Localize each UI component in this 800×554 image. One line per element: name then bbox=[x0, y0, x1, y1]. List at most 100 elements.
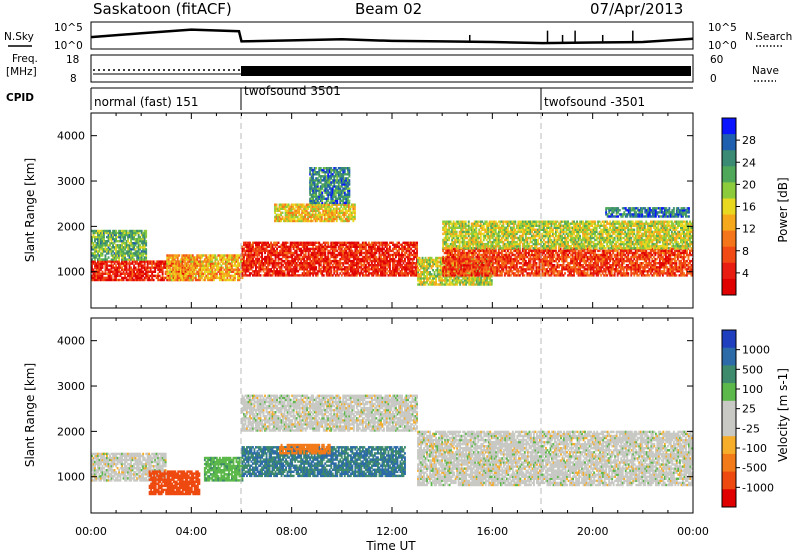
range-gate-cell bbox=[104, 229, 107, 233]
range-gate-cell bbox=[91, 240, 93, 243]
range-gate-cell bbox=[127, 252, 129, 255]
range-gate-cell bbox=[352, 245, 355, 248]
range-gate-cell bbox=[309, 189, 312, 192]
range-gate-cell bbox=[460, 255, 463, 259]
range-gate-cell bbox=[336, 191, 339, 194]
range-gate-cell bbox=[304, 253, 307, 257]
range-gate-cell bbox=[100, 231, 102, 235]
range-gate-cell bbox=[452, 264, 455, 267]
range-gate-cell bbox=[343, 173, 346, 176]
range-gate-cell bbox=[366, 266, 369, 269]
range-gate-cell bbox=[378, 243, 381, 246]
nsearch-label: N.Search bbox=[745, 31, 792, 43]
range-gate-cell bbox=[118, 268, 120, 271]
range-gate-cell bbox=[130, 262, 132, 265]
range-gate-cell bbox=[407, 262, 409, 265]
range-gate-cell bbox=[483, 279, 486, 282]
range-gate-cell bbox=[158, 260, 161, 263]
range-gate-cell bbox=[131, 274, 134, 278]
range-gate-cell bbox=[98, 258, 101, 261]
range-gate-cell bbox=[331, 209, 334, 212]
range-gate-cell bbox=[167, 262, 170, 265]
range-gate-cell bbox=[469, 268, 472, 271]
range-gate-cell bbox=[395, 270, 397, 273]
range-gate-cell bbox=[481, 262, 484, 265]
range-gate-cell bbox=[416, 266, 418, 269]
range-gate-cell bbox=[336, 241, 339, 244]
range-gate-cell bbox=[329, 207, 332, 210]
range-gate-cell bbox=[313, 251, 316, 255]
range-gate-cell bbox=[349, 274, 352, 277]
range-gate-cell bbox=[110, 248, 113, 251]
range-gate-cell bbox=[380, 264, 382, 267]
range-gate-cell bbox=[228, 258, 230, 261]
range-gate-cell bbox=[413, 270, 415, 273]
range-gate-cell bbox=[215, 272, 218, 275]
range-gate-cell bbox=[154, 262, 157, 265]
range-gate-cell bbox=[460, 268, 463, 271]
range-gate-cell bbox=[321, 253, 324, 257]
range-gate-cell bbox=[318, 245, 321, 248]
range-gate-cell bbox=[323, 209, 326, 212]
range-gate-cell bbox=[472, 279, 475, 282]
range-gate-cell bbox=[291, 245, 294, 248]
range-gate-cell bbox=[270, 257, 272, 261]
range-gate-cell bbox=[226, 276, 229, 280]
range-gate-cell bbox=[452, 253, 455, 257]
range-gate-cell bbox=[369, 245, 372, 248]
range-gate-cell bbox=[295, 247, 298, 251]
range-gate-cell bbox=[185, 276, 188, 280]
range-gate-cell bbox=[487, 283, 490, 286]
range-gate-cell bbox=[333, 183, 336, 186]
range-gate-cell bbox=[364, 241, 367, 244]
range-gate-cell bbox=[352, 274, 355, 277]
range-gate-cell bbox=[327, 253, 330, 257]
range-gate-cell bbox=[312, 181, 315, 184]
range-gate-cell bbox=[349, 243, 352, 246]
range-gate-cell bbox=[235, 268, 238, 271]
range-gate-cell bbox=[417, 271, 419, 274]
range-gate-cell bbox=[280, 247, 283, 251]
range-gate-cell bbox=[414, 253, 417, 257]
range-gate-cell bbox=[130, 256, 132, 259]
range-gate-cell bbox=[348, 187, 351, 190]
range-gate-cell bbox=[103, 229, 105, 233]
range-gate-cell bbox=[262, 245, 265, 248]
range-gate-cell bbox=[328, 171, 331, 174]
range-gate-cell bbox=[472, 283, 475, 286]
range-gate-cell bbox=[151, 260, 154, 263]
range-gate-cell bbox=[458, 262, 461, 265]
range-gate-cell bbox=[161, 274, 164, 278]
range-gate-cell bbox=[221, 272, 224, 275]
range-gate-cell bbox=[458, 251, 461, 255]
range-gate-cell bbox=[472, 275, 475, 278]
range-gate-cell bbox=[467, 270, 470, 273]
range-gate-cell bbox=[270, 243, 272, 246]
range-gate-cell bbox=[336, 243, 339, 246]
range-gate-cell bbox=[480, 277, 483, 280]
range-gate-cell bbox=[476, 253, 479, 257]
range-gate-cell bbox=[392, 266, 394, 269]
range-gate-cell bbox=[387, 270, 390, 273]
range-gate-cell bbox=[199, 258, 202, 261]
range-gate-cell bbox=[328, 179, 331, 182]
range-gate-cell bbox=[364, 274, 367, 277]
range-gate-cell bbox=[340, 175, 343, 178]
range-gate-cell bbox=[408, 243, 411, 246]
range-gate-cell bbox=[420, 273, 422, 276]
range-gate-cell bbox=[229, 258, 232, 261]
range-gate-cell bbox=[312, 266, 315, 269]
range-gate-cell bbox=[372, 255, 375, 259]
range-gate-cell bbox=[208, 272, 211, 275]
range-gate-cell bbox=[475, 268, 478, 271]
range-gate-cell bbox=[151, 274, 154, 278]
range-gate-cell bbox=[452, 262, 455, 265]
range-gate-cell bbox=[316, 187, 319, 190]
range-gate-cell bbox=[349, 215, 352, 219]
range-gate-cell bbox=[381, 247, 384, 251]
range-gate-cell bbox=[209, 272, 212, 275]
range-gate-cell bbox=[351, 249, 354, 253]
range-gate-cell bbox=[367, 270, 370, 273]
range-gate-cell bbox=[347, 205, 350, 208]
range-gate-cell bbox=[137, 262, 140, 265]
